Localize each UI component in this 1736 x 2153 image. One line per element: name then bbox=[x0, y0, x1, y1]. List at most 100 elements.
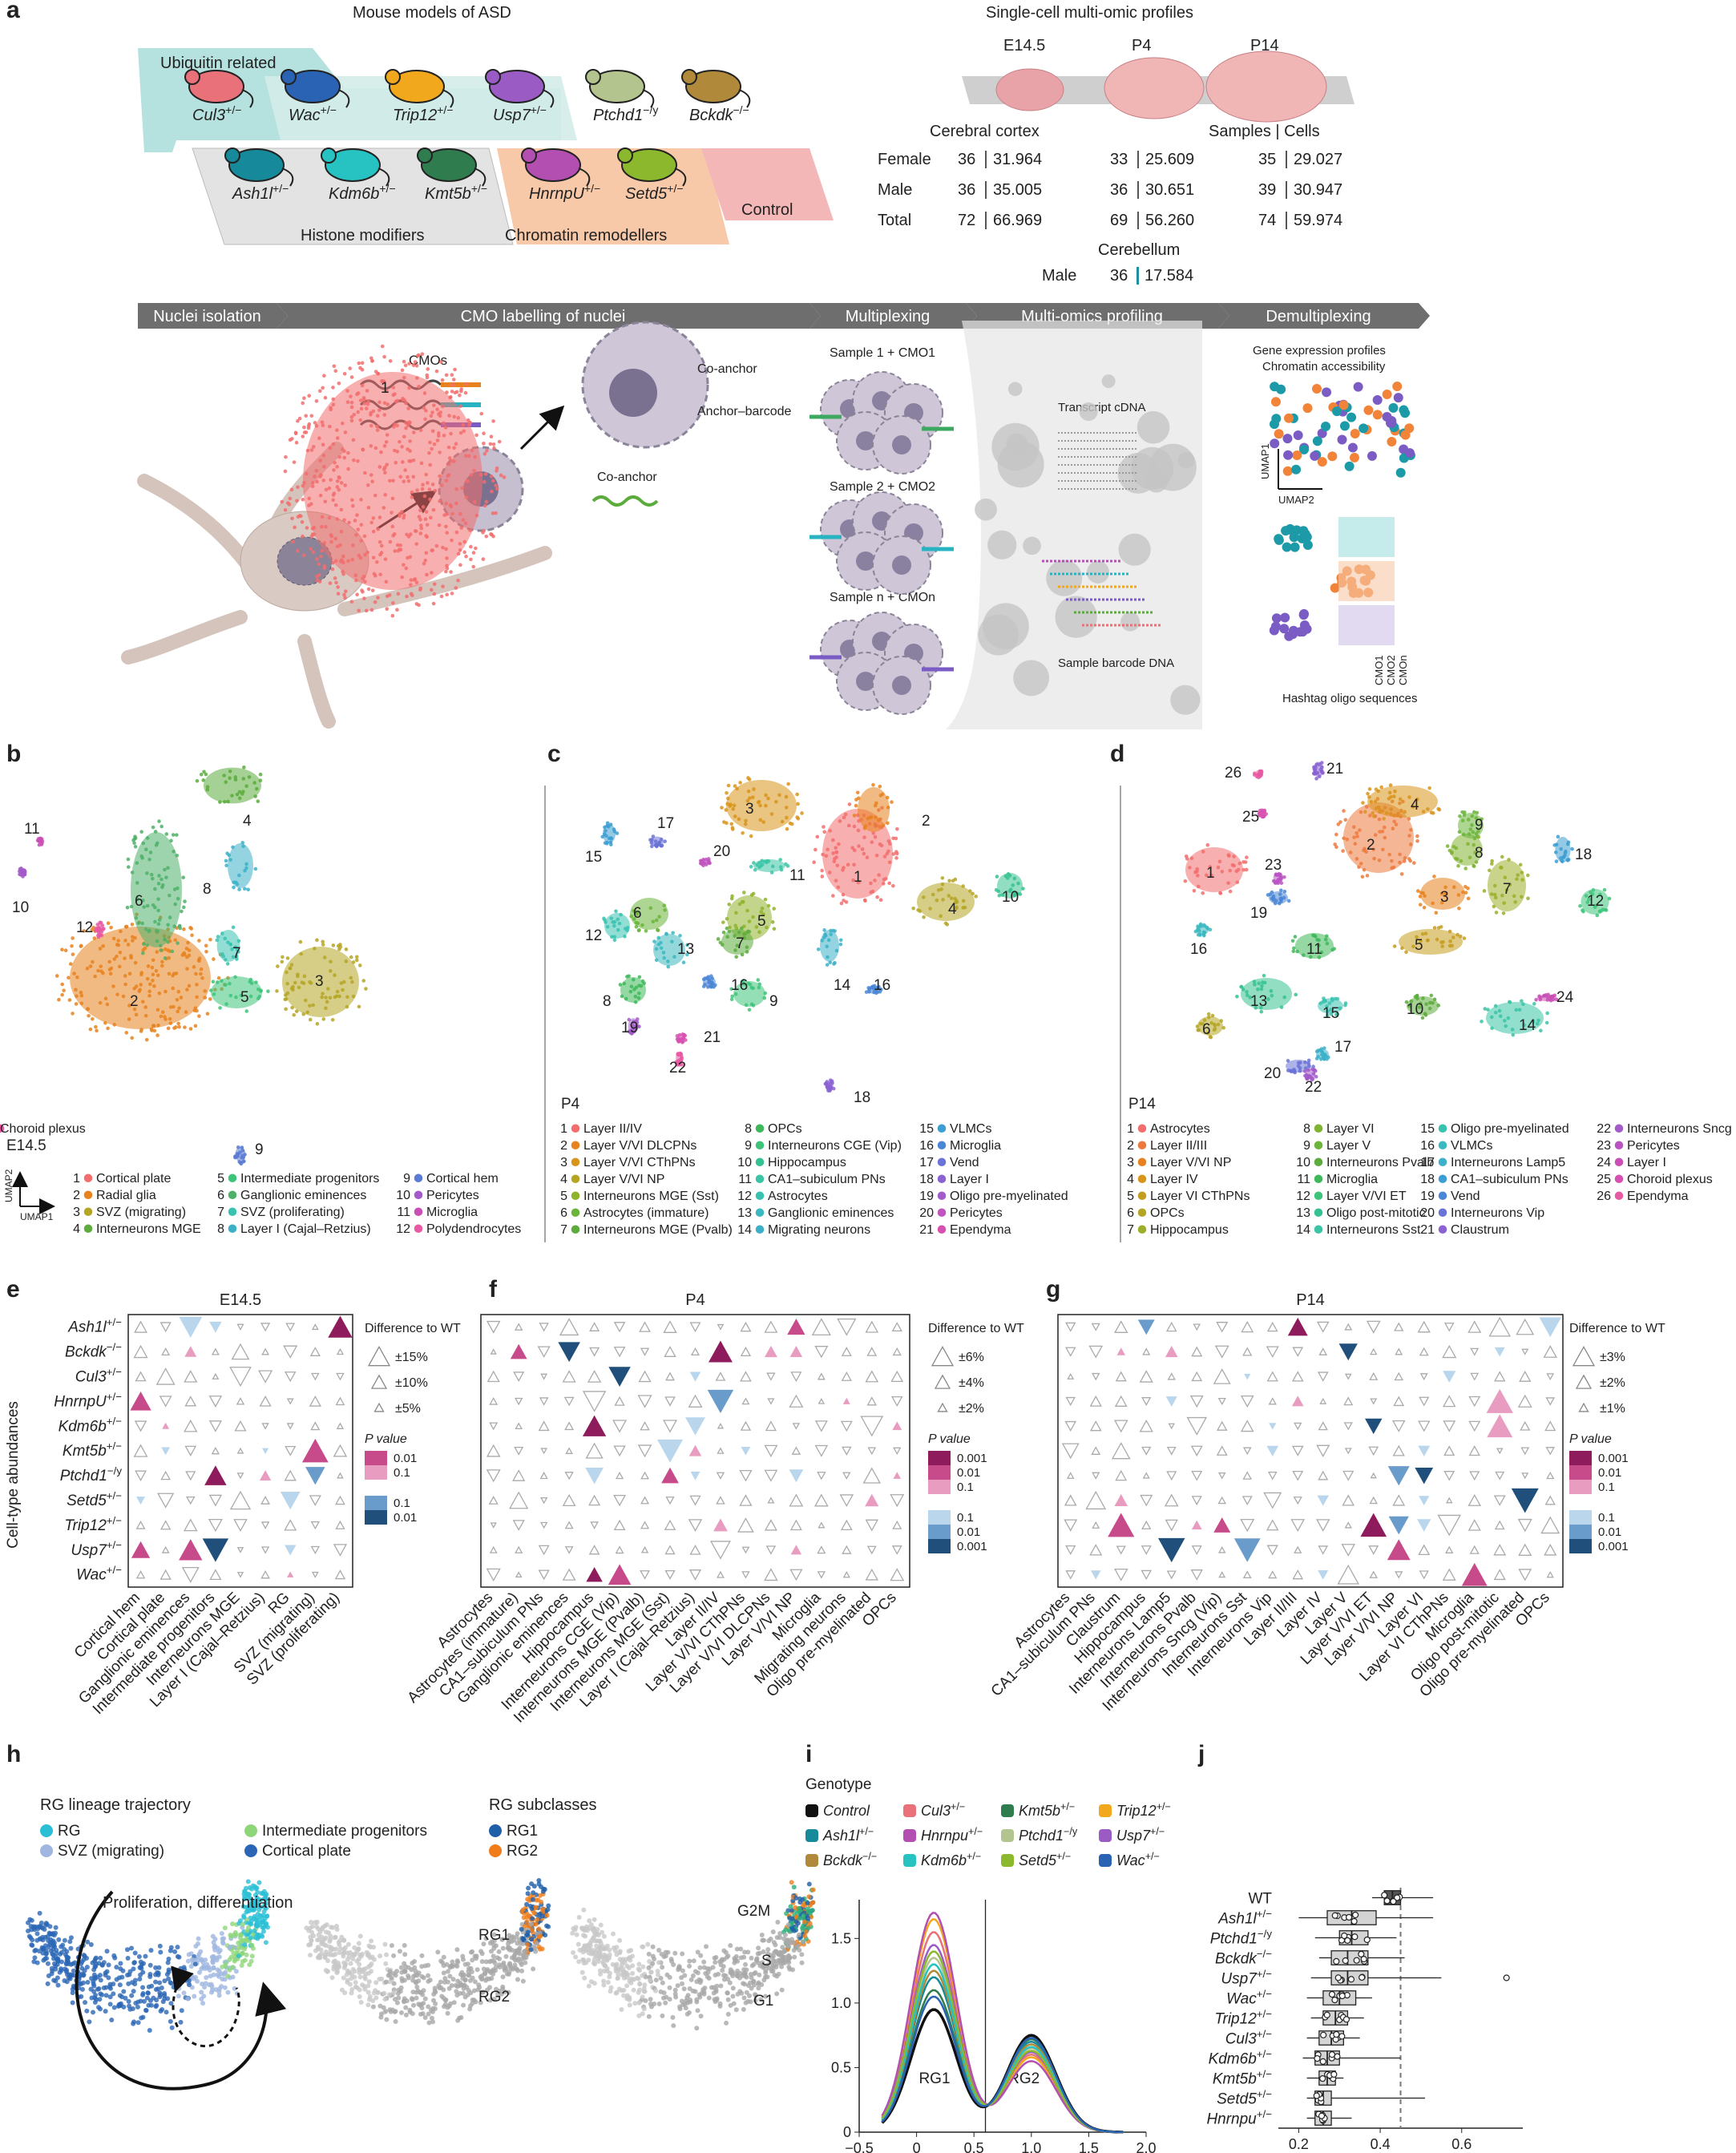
abundance-triangle bbox=[1088, 1345, 1104, 1359]
cell-point bbox=[333, 369, 338, 374]
cell-point bbox=[370, 588, 375, 592]
cell-point bbox=[189, 927, 194, 931]
trajectory-point bbox=[345, 1957, 350, 1962]
abundance-triangle bbox=[562, 1493, 576, 1507]
table-cells: 25.609 bbox=[1145, 151, 1194, 168]
abundance-triangle bbox=[515, 1422, 523, 1430]
abundance-triangle bbox=[1292, 1569, 1304, 1580]
cell-point bbox=[1436, 806, 1440, 811]
p-label: 0.1 bbox=[1598, 1511, 1615, 1525]
cell-point bbox=[307, 394, 312, 398]
table-samples: 35 bbox=[1258, 151, 1276, 168]
demux-point bbox=[1311, 383, 1322, 394]
panel-b-umap1: UMAP1 bbox=[20, 1211, 54, 1222]
trajectory-point bbox=[500, 1974, 506, 1980]
cluster-number-15: 15 bbox=[1322, 1005, 1339, 1022]
abundance-triangle bbox=[1165, 1396, 1177, 1407]
droplet bbox=[1118, 533, 1151, 566]
abundance-triangle bbox=[1266, 1346, 1279, 1358]
cell-point bbox=[1457, 906, 1461, 911]
cell-point bbox=[174, 1025, 178, 1029]
cell-point bbox=[301, 401, 305, 406]
abundance-triangle bbox=[1216, 1322, 1229, 1333]
abundance-triangle bbox=[1394, 1371, 1404, 1381]
legend-number: 12 bbox=[396, 1222, 410, 1236]
table-cells: 56.260 bbox=[1145, 212, 1194, 229]
cluster-number-19: 19 bbox=[621, 1020, 638, 1036]
trajectory-point bbox=[529, 1881, 535, 1887]
abundance-triangle bbox=[1294, 1545, 1302, 1553]
cell-point bbox=[163, 956, 168, 960]
cell-point bbox=[364, 987, 368, 991]
trajectory-point bbox=[54, 1947, 59, 1953]
abundance-triangle bbox=[1191, 1346, 1203, 1357]
abundance-triangle bbox=[685, 1417, 705, 1436]
panel-b-stage: E14.5 bbox=[6, 1137, 46, 1154]
abundance-triangle bbox=[539, 1471, 548, 1480]
trajectory-point bbox=[42, 1943, 48, 1949]
trajectory-point bbox=[168, 1948, 173, 1953]
demux-cluster-point bbox=[1299, 608, 1310, 619]
abundance-triangle bbox=[184, 1370, 198, 1383]
abundance-triangle bbox=[1193, 1323, 1201, 1331]
cell-point bbox=[825, 963, 830, 967]
cell-point bbox=[382, 354, 386, 359]
cluster-number-10: 10 bbox=[12, 899, 29, 916]
p-swatch bbox=[365, 1496, 387, 1510]
trajectory-point bbox=[447, 1973, 453, 1979]
trajectory-point bbox=[520, 1907, 526, 1913]
profiles-title: Single-cell multi-omic profiles bbox=[986, 4, 1193, 22]
trajectory-point bbox=[245, 1879, 251, 1884]
legend-number: 2 bbox=[73, 1189, 80, 1202]
cell-point bbox=[469, 557, 473, 562]
panel-letter-g: g bbox=[1046, 1276, 1060, 1303]
abundance-triangle bbox=[157, 1493, 175, 1509]
abundance-triangle bbox=[260, 1496, 271, 1505]
cluster-core bbox=[620, 977, 646, 1003]
trajectory-point bbox=[131, 2019, 137, 2025]
trajectory-point bbox=[50, 1951, 55, 1957]
cell-point bbox=[722, 820, 726, 824]
abundance-triangle bbox=[1266, 1371, 1278, 1382]
trajectory-point bbox=[366, 1979, 372, 1985]
trajectory-point bbox=[135, 2004, 140, 2010]
abundance-triangle bbox=[1217, 1397, 1226, 1406]
abundance-triangle bbox=[893, 1472, 902, 1479]
cell-point bbox=[132, 841, 136, 846]
trajectory-point bbox=[59, 1966, 64, 1972]
trajectory-point bbox=[369, 1938, 374, 1944]
abundance-triangle bbox=[1141, 1545, 1152, 1555]
cell-point bbox=[1371, 811, 1375, 815]
cell-point bbox=[302, 425, 306, 430]
trajectory-point bbox=[403, 2012, 409, 2018]
trajectory-point bbox=[45, 1961, 50, 1966]
genotype-label: Cul3+/− bbox=[75, 1366, 123, 1386]
abundance-triangle bbox=[890, 1568, 905, 1581]
abundance-triangle bbox=[184, 1445, 197, 1456]
mouse-hnrnpu-icon bbox=[521, 147, 591, 187]
subclass-legend-label: RG2 bbox=[507, 1843, 538, 1860]
legend-number: 4 bbox=[1127, 1173, 1134, 1186]
cluster-10 bbox=[18, 866, 27, 879]
legend-swatch bbox=[1614, 1191, 1624, 1200]
lineage-swatch bbox=[244, 1824, 257, 1837]
cell-point bbox=[1554, 859, 1559, 863]
abundance-triangle bbox=[512, 1469, 526, 1481]
trajectory-point bbox=[441, 1970, 446, 1976]
abundance-triangle bbox=[814, 1346, 829, 1359]
cell-point bbox=[1341, 849, 1345, 853]
legend-number: 14 bbox=[737, 1223, 752, 1237]
abundance-triangle bbox=[839, 1494, 854, 1508]
demux-point bbox=[1310, 450, 1320, 461]
cell-point bbox=[130, 922, 135, 927]
abundance-triangle bbox=[1544, 1420, 1556, 1432]
cluster-core bbox=[228, 843, 253, 888]
multiplex-nucleolus bbox=[856, 431, 875, 450]
cell-point bbox=[332, 364, 337, 369]
p-label: 0.1 bbox=[394, 1466, 410, 1480]
abundance-triangle bbox=[1518, 1569, 1532, 1581]
legend-swatch bbox=[755, 1174, 765, 1183]
p-swatch bbox=[928, 1480, 951, 1494]
trajectory-point bbox=[165, 1996, 171, 2002]
